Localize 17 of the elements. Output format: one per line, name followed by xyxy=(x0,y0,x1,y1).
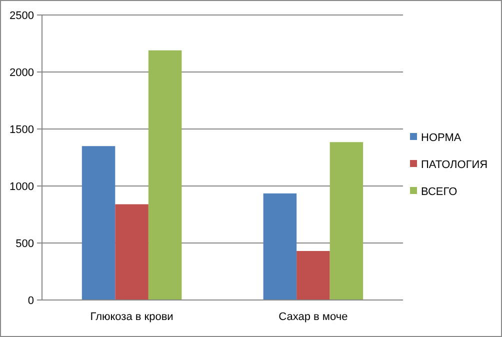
bar xyxy=(115,204,148,300)
bar xyxy=(330,142,364,300)
y-tick-label: 0 xyxy=(28,294,34,307)
y-tick-label: 2500 xyxy=(10,10,34,22)
legend-label: ВСЕГО xyxy=(421,186,458,198)
y-tick-label: 2000 xyxy=(10,66,34,79)
bar xyxy=(148,50,182,300)
y-tick-label: 1500 xyxy=(10,124,34,136)
bar xyxy=(82,146,116,300)
y-tick-label: 1000 xyxy=(10,180,34,193)
y-tick-label: 500 xyxy=(16,238,34,250)
legend-label: ПАТОЛОГИЯ xyxy=(421,158,488,171)
x-tick-label: Глюкоза в крови xyxy=(90,311,174,323)
x-tick-label: Сахар в моче xyxy=(278,311,348,323)
bar xyxy=(263,193,297,300)
legend-label: НОРМА xyxy=(421,132,462,144)
bar xyxy=(296,250,330,300)
